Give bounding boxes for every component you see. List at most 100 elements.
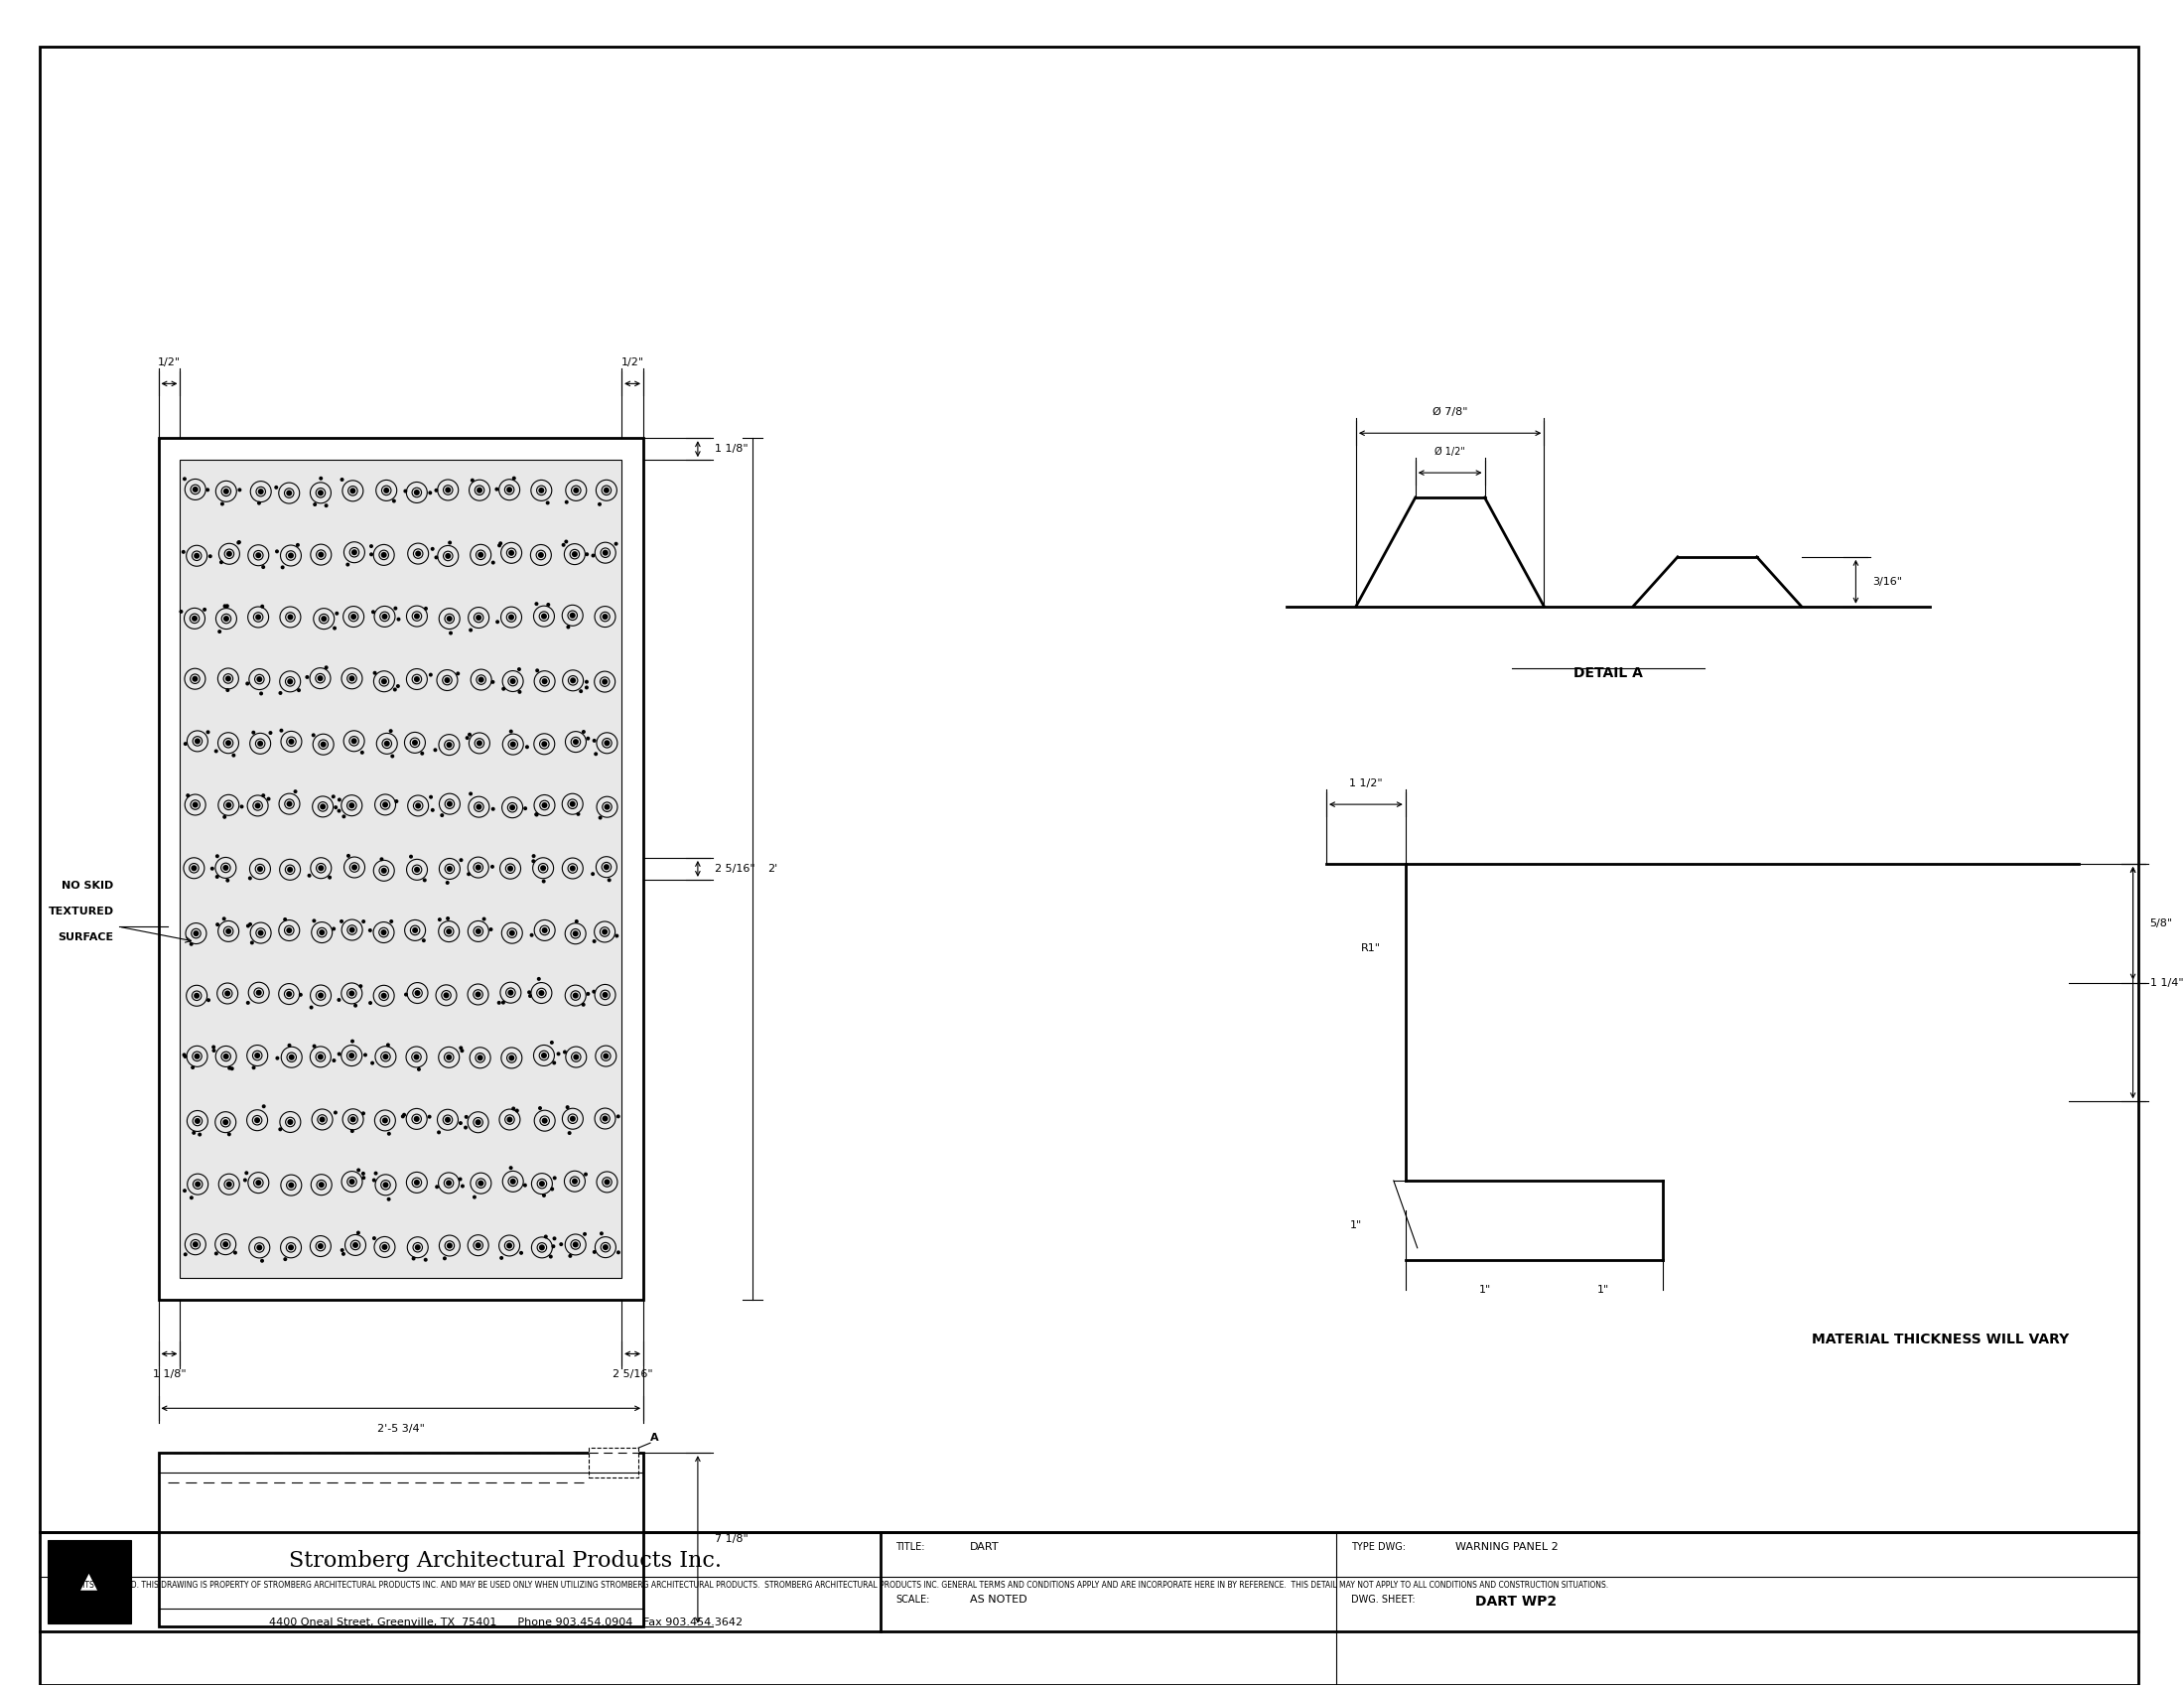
Circle shape <box>275 486 277 490</box>
Circle shape <box>585 680 590 684</box>
Circle shape <box>312 503 317 506</box>
Circle shape <box>336 798 341 802</box>
Circle shape <box>535 668 539 672</box>
Circle shape <box>415 991 422 996</box>
Circle shape <box>183 1252 188 1256</box>
Circle shape <box>380 868 387 874</box>
Circle shape <box>308 874 312 878</box>
Circle shape <box>216 874 218 879</box>
Circle shape <box>563 1050 568 1053</box>
Circle shape <box>496 488 498 491</box>
Circle shape <box>332 626 336 630</box>
Circle shape <box>349 675 354 682</box>
Circle shape <box>349 1053 354 1058</box>
Circle shape <box>446 1242 452 1249</box>
Circle shape <box>605 803 609 810</box>
Circle shape <box>225 675 232 682</box>
Text: DETAIL A: DETAIL A <box>1575 665 1642 680</box>
Circle shape <box>537 552 544 559</box>
Circle shape <box>592 554 594 557</box>
Circle shape <box>334 611 339 616</box>
Circle shape <box>284 1258 288 1261</box>
Circle shape <box>535 603 539 606</box>
Circle shape <box>491 560 496 564</box>
Circle shape <box>535 812 539 817</box>
Circle shape <box>334 1111 339 1114</box>
Circle shape <box>577 812 581 815</box>
Circle shape <box>572 1178 579 1185</box>
Circle shape <box>319 930 325 935</box>
Circle shape <box>284 918 286 922</box>
Circle shape <box>544 1234 548 1239</box>
Circle shape <box>404 993 408 996</box>
Circle shape <box>518 690 522 694</box>
Circle shape <box>570 613 577 618</box>
Circle shape <box>251 1065 256 1070</box>
Text: MATERIAL THICKNESS WILL VARY: MATERIAL THICKNESS WILL VARY <box>1811 1332 2068 1345</box>
Circle shape <box>561 544 566 547</box>
Circle shape <box>393 606 397 611</box>
Circle shape <box>566 625 570 630</box>
Circle shape <box>194 1053 201 1060</box>
Circle shape <box>443 677 450 684</box>
Circle shape <box>500 1256 505 1259</box>
Circle shape <box>550 1040 555 1045</box>
Circle shape <box>581 1003 585 1006</box>
Circle shape <box>413 490 419 496</box>
Circle shape <box>542 741 548 748</box>
Text: 1/2": 1/2" <box>157 358 181 368</box>
Circle shape <box>349 1116 356 1123</box>
Circle shape <box>531 933 533 937</box>
Circle shape <box>288 1055 295 1060</box>
Circle shape <box>269 731 273 734</box>
Circle shape <box>369 552 373 557</box>
Circle shape <box>192 675 199 682</box>
Circle shape <box>225 739 232 746</box>
Circle shape <box>572 993 579 999</box>
Circle shape <box>225 802 232 809</box>
Circle shape <box>542 927 548 933</box>
Circle shape <box>592 739 596 743</box>
Circle shape <box>256 989 262 996</box>
Circle shape <box>280 729 284 733</box>
Circle shape <box>459 1047 463 1050</box>
Circle shape <box>509 550 515 555</box>
Circle shape <box>463 1126 467 1129</box>
Circle shape <box>603 488 609 493</box>
Circle shape <box>415 803 422 809</box>
Circle shape <box>570 677 577 684</box>
Circle shape <box>465 1116 467 1119</box>
Circle shape <box>572 552 577 557</box>
Circle shape <box>448 802 452 807</box>
Circle shape <box>616 1114 620 1119</box>
Circle shape <box>369 1001 371 1004</box>
Circle shape <box>352 1242 358 1247</box>
Circle shape <box>192 802 199 809</box>
Circle shape <box>247 1001 249 1004</box>
Circle shape <box>207 998 210 1003</box>
Circle shape <box>570 1116 577 1123</box>
Circle shape <box>531 854 535 858</box>
Circle shape <box>253 1117 260 1123</box>
Circle shape <box>223 917 225 920</box>
Circle shape <box>413 1180 419 1185</box>
Circle shape <box>260 692 262 695</box>
Circle shape <box>511 741 515 748</box>
Circle shape <box>288 614 293 619</box>
Circle shape <box>245 682 249 685</box>
Circle shape <box>402 1112 406 1117</box>
Circle shape <box>424 606 428 611</box>
Circle shape <box>319 1116 325 1123</box>
Circle shape <box>288 1119 293 1124</box>
Circle shape <box>356 1231 360 1234</box>
Circle shape <box>507 989 513 996</box>
Circle shape <box>428 674 432 677</box>
Circle shape <box>491 680 496 684</box>
Circle shape <box>238 488 242 491</box>
Circle shape <box>476 488 483 493</box>
Circle shape <box>507 1242 513 1249</box>
Circle shape <box>542 1117 548 1124</box>
Circle shape <box>317 1053 323 1060</box>
Circle shape <box>459 1121 463 1126</box>
Circle shape <box>605 739 609 746</box>
